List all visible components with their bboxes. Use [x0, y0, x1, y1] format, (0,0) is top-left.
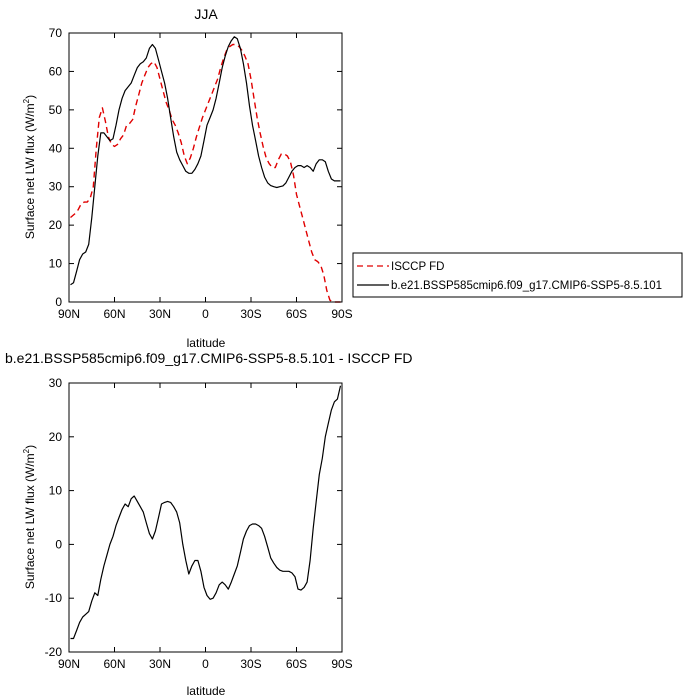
x-tick-label: 0 — [202, 307, 209, 321]
plot-frame — [68, 32, 343, 303]
legend-box — [352, 252, 683, 298]
y-tick-label: -20 — [45, 645, 63, 659]
chart-title: b.e21.BSSP585cmip6.f09_g17.CMIP6-SSP5-8.… — [5, 350, 413, 366]
x-tick-label: 30N — [149, 307, 171, 321]
y-tick-label: 0 — [55, 295, 62, 309]
chart-jja: JJA 90N 60N 30N 0 30S 60S 90S 0 10 20 30 40 50 60 70 l… — [22, 6, 353, 350]
y-tick-label: 10 — [49, 484, 63, 498]
plot-frame — [68, 382, 343, 653]
x-tick-label: 90N — [58, 657, 80, 671]
plot-area — [70, 385, 342, 640]
x-tick-label: 0 — [202, 657, 209, 671]
series-line-0 — [70, 385, 342, 640]
x-tick-label: 60N — [103, 657, 125, 671]
y-tick-label: 60 — [49, 64, 63, 78]
y-axis-label: Surface net LW flux (W/m2) — [22, 95, 37, 239]
legend: ISCCP FD b.e21.BSSP585cmip6.f09_g17.CMIP… — [352, 252, 683, 298]
x-axis-label: latitude — [187, 336, 226, 350]
y-tick-label: 40 — [49, 141, 63, 155]
legend-entry-model: b.e21.BSSP585cmip6.f09_g17.CMIP6-SSP5-8.… — [391, 280, 662, 292]
series-line-0 — [70, 43, 341, 303]
plot-area — [70, 36, 341, 303]
axis-ticks: 90N 60N 30N 0 30S 60S 90S -20 -10 0 10 20 30 — [45, 376, 353, 671]
chart-difference: b.e21.BSSP585cmip6.f09_g17.CMIP6-SSP5-8.… — [5, 350, 413, 698]
axis-ticks: 90N 60N 30N 0 30S 60S 90S 0 10 20 30 40 50 60 70 — [49, 26, 353, 321]
x-tick-label: 90S — [331, 657, 352, 671]
x-tick-label: 60S — [286, 307, 307, 321]
y-tick-label: -10 — [45, 591, 63, 605]
x-tick-label: 90N — [58, 307, 80, 321]
y-tick-label: 20 — [49, 218, 63, 232]
y-tick-label: 50 — [49, 103, 63, 117]
x-tick-label: 90S — [331, 307, 352, 321]
y-tick-label: 10 — [49, 257, 63, 271]
y-tick-label: 30 — [49, 180, 63, 194]
legend-entry-isccp: ISCCP FD — [391, 261, 444, 273]
x-tick-label: 30S — [240, 657, 261, 671]
y-tick-label: 70 — [49, 26, 63, 40]
x-tick-label: 60S — [286, 657, 307, 671]
y-tick-label: 0 — [55, 537, 62, 551]
y-tick-label: 30 — [49, 376, 63, 390]
y-axis-label: Surface net LW flux (W/m2) — [22, 445, 37, 589]
x-axis-label: latitude — [187, 684, 226, 698]
chart-title: JJA — [194, 6, 218, 22]
x-tick-label: 60N — [103, 307, 125, 321]
x-tick-label: 30S — [240, 307, 261, 321]
y-tick-label: 20 — [49, 430, 63, 444]
x-tick-label: 30N — [149, 657, 171, 671]
series-line-1 — [70, 36, 341, 286]
